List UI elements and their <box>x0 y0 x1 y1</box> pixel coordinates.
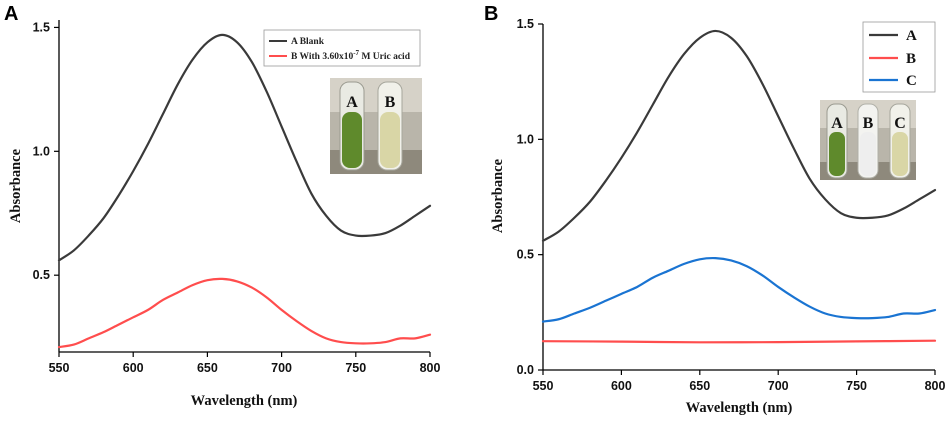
photo-inset-a: A B <box>330 78 422 174</box>
inset-label-a-1: B <box>385 94 396 111</box>
panel-b: B 550 600 650 700 750 800 0.0 0.5 1.0 1.5 Wavelen… <box>484 3 945 416</box>
x-tick-label-b-0: 550 <box>533 379 554 393</box>
y-tick-label-a-1: 1.0 <box>33 144 50 158</box>
legend-label-a-1-main: B With 3.60x10 <box>291 52 353 62</box>
legend-label-a-0: A Blank <box>291 37 325 47</box>
tube-fill-a-b <box>380 112 400 168</box>
series-line-a-b <box>57 277 432 349</box>
tube-fill-b-b <box>860 132 876 176</box>
y-axis-title-b: Absorbance <box>490 158 506 233</box>
ticks-a: 550 600 650 700 750 800 0.5 1.0 1.5 <box>33 20 441 375</box>
legend-label-b-1: B <box>906 51 916 67</box>
legend-label-b-2: C <box>906 73 917 89</box>
x-tick-label-a-1: 600 <box>123 361 144 375</box>
series-line-b-a <box>541 29 937 242</box>
series-line-b-b <box>541 339 937 344</box>
inset-label-b-1: B <box>863 115 874 132</box>
x-tick-label-a-2: 650 <box>197 361 218 375</box>
panel-a: A 550 600 650 700 750 800 0.5 1.0 1.5 Wavelength… <box>4 3 440 409</box>
y-tick-label-b-0: 0.0 <box>517 363 534 377</box>
x-tick-label-b-3: 700 <box>768 379 789 393</box>
x-tick-label-b-2: 650 <box>689 379 710 393</box>
y-axis-title-a: Absorbance <box>8 148 24 223</box>
tube-fill-b-a <box>829 132 845 176</box>
legend-label-a-1-tail: M Uric acid <box>359 52 411 62</box>
x-tick-label-a-3: 700 <box>271 361 292 375</box>
panel-letter-a: A <box>4 3 18 25</box>
y-tick-label-b-1: 0.5 <box>517 248 534 262</box>
y-tick-label-a-0: 0.5 <box>33 268 50 282</box>
y-tick-label-b-2: 1.0 <box>517 132 534 146</box>
x-axis-title-a: Wavelength (nm) <box>191 393 298 409</box>
x-tick-label-b-4: 750 <box>846 379 867 393</box>
x-axis-title-b: Wavelength (nm) <box>686 400 793 416</box>
y-tick-label-b-3: 1.5 <box>517 17 534 31</box>
inset-label-b-0: A <box>831 115 843 132</box>
x-tick-label-a-0: 550 <box>49 361 70 375</box>
tube-fill-a-a <box>342 112 362 168</box>
legend-label-a-1-sup: -7 <box>353 49 359 57</box>
x-tick-label-b-1: 600 <box>611 379 632 393</box>
inset-label-a-0: A <box>346 94 358 111</box>
series-group-b <box>541 29 937 344</box>
x-tick-label-b-5: 800 <box>925 379 946 393</box>
inset-label-b-2: C <box>894 115 906 132</box>
tube-fill-b-c <box>892 132 908 176</box>
ticks-b: 550 600 650 700 750 800 0.0 0.5 1.0 1.5 <box>517 17 946 393</box>
x-tick-label-a-4: 750 <box>345 361 366 375</box>
photo-inset-b: A B C <box>820 100 916 180</box>
panel-letter-b: B <box>484 3 498 25</box>
legend-label-a-1: B With 3.60x10-7 M Uric acid <box>291 49 411 62</box>
legend-b: A B C <box>862 21 936 93</box>
legend-box-a <box>263 29 421 67</box>
legend-label-b-0: A <box>906 28 917 44</box>
legend-a: A Blank B With 3.60x10-7 M Uric acid <box>263 29 421 67</box>
series-group-a <box>57 33 432 349</box>
series-line-b-c <box>541 256 937 323</box>
y-tick-label-a-2: 1.5 <box>33 20 50 34</box>
series-line-a-a <box>57 33 432 262</box>
x-tick-label-a-5: 800 <box>420 361 441 375</box>
